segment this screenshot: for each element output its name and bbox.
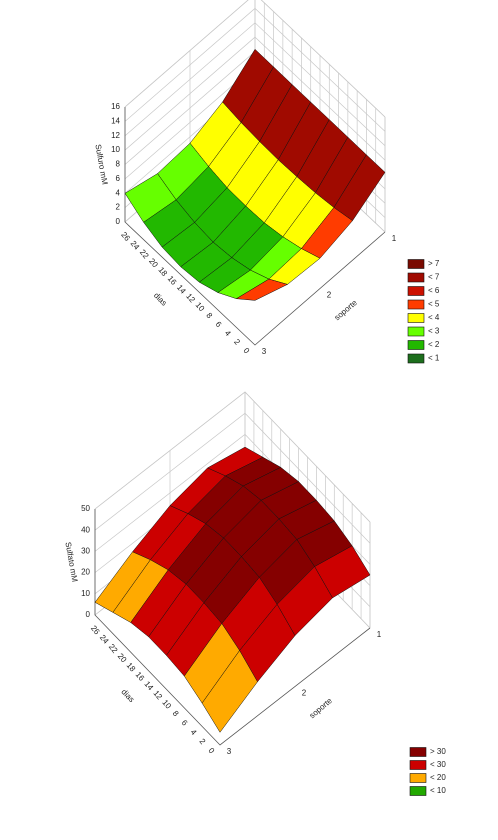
y-tick-label: 18 [125, 661, 138, 674]
surface-cell [201, 650, 258, 733]
y-tick-label: 16 [166, 274, 179, 287]
legend-swatch [407, 299, 425, 310]
z-tick-label: 0 [86, 610, 91, 619]
legend-label: < 1 [428, 354, 440, 363]
z-tick-label: 16 [111, 102, 120, 111]
z-tick-label: 30 [81, 547, 90, 556]
legend-label: > 30 [430, 747, 446, 756]
z-tick-label: 0 [116, 217, 121, 226]
legend-swatch [407, 353, 425, 364]
z-tick-label: 12 [111, 131, 120, 140]
z-tick-label: 10 [81, 589, 90, 598]
z-tick-label: 6 [116, 174, 121, 183]
legend-label: < 4 [428, 313, 440, 322]
y-tick-label: 2 [232, 337, 242, 347]
y-axis-title: dias [152, 291, 169, 308]
x-axis-title: soporte [333, 298, 360, 322]
z-axis-title: Sulfato mM [63, 541, 79, 583]
z-tick-label: 4 [116, 188, 121, 197]
x-tick-label: 1 [377, 630, 382, 639]
legend-swatch [409, 747, 427, 757]
surface-cell [235, 278, 289, 301]
y-tick-label: 16 [134, 670, 147, 683]
x-tick-label: 3 [262, 347, 267, 356]
legend-label: < 7 [428, 273, 440, 282]
y-tick-label: 6 [214, 320, 224, 330]
legend-label: < 2 [428, 340, 440, 349]
legend-label: > 7 [428, 259, 440, 268]
y-axis-title: dias [119, 687, 136, 704]
y-tick-label: 24 [129, 239, 142, 252]
y-tick-label: 2 [197, 737, 207, 747]
y-tick-label: 26 [119, 230, 132, 243]
legend-label: < 3 [428, 327, 440, 336]
legend-swatch [407, 259, 425, 269]
y-tick-label: 10 [160, 698, 173, 711]
y-tick-label: 10 [194, 301, 207, 314]
y-tick-label: 4 [223, 329, 233, 339]
z-tick-label: 40 [81, 525, 90, 534]
y-tick-label: 22 [138, 248, 151, 261]
y-tick-label: 14 [142, 679, 155, 692]
y-tick-label: 22 [107, 642, 120, 655]
legend-label: < 6 [428, 286, 440, 295]
y-tick-label: 8 [171, 709, 181, 719]
legend-swatch [407, 313, 425, 323]
y-tick-label: 18 [156, 265, 169, 278]
legend-label: < 5 [428, 300, 440, 309]
y-tick-label: 4 [189, 728, 199, 738]
legend-swatch [407, 326, 425, 337]
x-tick-label: 2 [302, 689, 307, 698]
z-axis-title: Sulfuro mM [93, 144, 109, 186]
z-tick-label: 14 [111, 116, 120, 125]
y-tick-label: 26 [89, 624, 102, 637]
legend-swatch [407, 286, 425, 296]
y-tick-label: 20 [116, 652, 129, 665]
legend-swatch [407, 340, 425, 350]
legend-label: < 10 [430, 786, 446, 795]
legend-label: < 20 [430, 773, 446, 782]
axis-line [94, 509, 371, 746]
y-tick-label: 8 [204, 311, 214, 321]
z-tick-label: 50 [81, 504, 90, 513]
x-tick-label: 3 [227, 747, 232, 756]
z-tick-label: 8 [116, 160, 121, 169]
y-tick-label: 0 [206, 746, 216, 756]
legend-swatch [409, 786, 427, 796]
x-tick-label: 2 [327, 291, 332, 300]
y-tick-label: 14 [175, 283, 188, 296]
legend-swatch [409, 773, 427, 783]
y-tick-label: 12 [184, 292, 197, 305]
z-tick-label: 20 [81, 568, 90, 577]
x-tick-label: 1 [392, 234, 397, 243]
z-tick-label: 10 [111, 145, 120, 154]
z-tick-label: 2 [116, 203, 121, 212]
legend-label: < 30 [430, 760, 446, 769]
y-tick-label: 6 [180, 718, 190, 728]
y-tick-label: 20 [147, 257, 160, 270]
legend-swatch [407, 272, 425, 283]
axis-line [124, 107, 386, 346]
legend-swatch [409, 760, 427, 770]
y-tick-label: 0 [241, 346, 251, 356]
y-tick-label: 12 [151, 689, 164, 702]
y-tick-label: 24 [98, 633, 111, 646]
z-grid-line [124, 0, 386, 118]
x-axis-title: soporte [308, 696, 335, 720]
